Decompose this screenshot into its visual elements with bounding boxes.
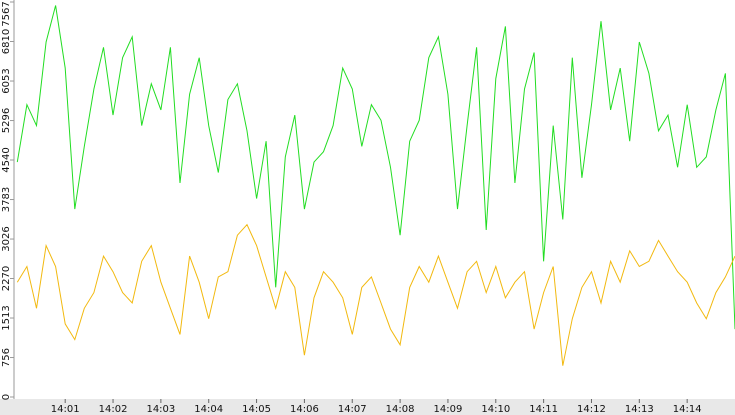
x-tick-label: 14:02 bbox=[99, 404, 128, 415]
series-line bbox=[16, 223, 735, 366]
x-axis-band bbox=[0, 399, 735, 415]
x-tick-label: 14:03 bbox=[146, 404, 175, 415]
y-tick-label: 6053 bbox=[1, 68, 12, 93]
y-tick-label: 1513 bbox=[1, 305, 12, 330]
x-tick-label: 14:10 bbox=[481, 404, 510, 415]
y-tick-label: 0 bbox=[1, 394, 12, 400]
y-tick-label: 3026 bbox=[1, 226, 12, 251]
x-tick-label: 14:08 bbox=[386, 404, 415, 415]
y-tick-label: 3783 bbox=[1, 187, 12, 212]
series-line bbox=[16, 5, 735, 330]
y-tick-label: 6810 bbox=[1, 29, 12, 54]
x-tick-label: 14:13 bbox=[625, 404, 654, 415]
y-tick-label: 4540 bbox=[1, 147, 12, 172]
x-tick-label: 14:14 bbox=[673, 404, 702, 415]
x-tick-label: 14:11 bbox=[529, 404, 558, 415]
x-tick-label: 14:06 bbox=[290, 404, 319, 415]
x-tick-label: 14:01 bbox=[51, 404, 80, 415]
x-tick-label: 14:07 bbox=[338, 404, 367, 415]
y-tick-label: 5296 bbox=[1, 108, 12, 133]
x-tick-label: 14:04 bbox=[194, 404, 223, 415]
y-tick-label: 756 bbox=[1, 348, 12, 367]
x-tick-label: 14:12 bbox=[577, 404, 606, 415]
x-tick-label: 14:05 bbox=[242, 404, 271, 415]
x-tick-label: 14:09 bbox=[434, 404, 463, 415]
y-tick-label: 2270 bbox=[1, 266, 12, 291]
y-tick-label: 7567 bbox=[1, 1, 12, 26]
